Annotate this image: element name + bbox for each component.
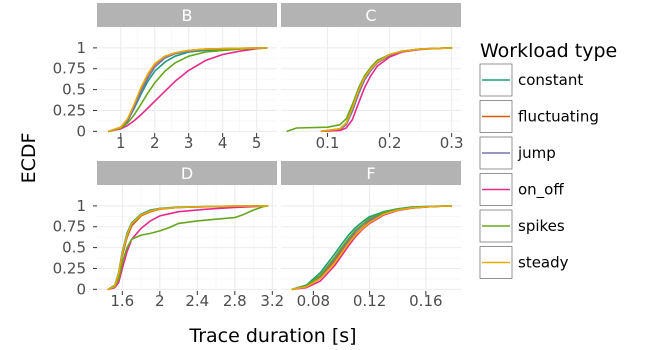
legend-item-steady: steady xyxy=(479,246,569,279)
y-tick-label: 0.25 xyxy=(53,259,86,277)
x-tick-label: 0.3 xyxy=(440,134,464,152)
facet-panel-B: B 1 2 3 4 5 xyxy=(97,3,277,152)
x-tick-label: 0.1 xyxy=(316,134,340,152)
x-tick-label: 5 xyxy=(252,134,262,152)
facet-strip xyxy=(281,161,461,185)
y-tick-label: 1 xyxy=(76,39,86,57)
facet-strip xyxy=(97,3,277,27)
facet-panels: B 1 2 3 4 5 C 0.1 0.2 0.3 D 1.6 2 2.4 2.8 3.2 F 0.08 0.12 0… xyxy=(97,3,464,310)
y-tick-label: 0.25 xyxy=(53,101,86,119)
x-tick-label: 2 xyxy=(155,292,165,310)
facet-panel-D: D 1.6 2 2.4 2.8 3.2 xyxy=(97,161,284,310)
x-tick-label: 0.12 xyxy=(353,292,386,310)
facet-strip-label: C xyxy=(365,6,376,25)
panel-background xyxy=(281,185,461,291)
facet-strip-label: F xyxy=(366,164,375,183)
y-tick-label: 1 xyxy=(76,197,86,215)
x-tick-label: 1 xyxy=(116,134,126,152)
facet-strip xyxy=(97,161,277,185)
series-line-on_off xyxy=(107,205,269,291)
facet-panel-F: F 0.08 0.12 0.16 xyxy=(281,161,461,310)
series-line-spikes xyxy=(107,205,269,291)
facet-panel-C: C 0.1 0.2 0.3 xyxy=(281,3,464,152)
series-line-spikes xyxy=(108,47,268,133)
x-tick-label: 3 xyxy=(184,134,194,152)
x-tick-label: 1.6 xyxy=(110,292,134,310)
y-tick-label: 0.5 xyxy=(62,239,86,257)
legend-item-fluctuating: fluctuating xyxy=(479,100,599,133)
legend-item-constant: constant xyxy=(479,63,583,97)
legend: Workload type constant fluctuating jump on_… xyxy=(479,40,617,279)
x-tick-label: 3.2 xyxy=(260,292,284,310)
series-line-steady xyxy=(108,47,268,133)
legend-label: spikes xyxy=(518,217,565,235)
series-line-steady xyxy=(320,47,453,133)
x-tick-label: 0.16 xyxy=(409,292,442,310)
y-tick-label: 0.75 xyxy=(53,218,86,236)
legend-label: fluctuating xyxy=(518,108,599,126)
x-axis-title: Trace duration [s] xyxy=(188,325,356,347)
y-tick-label: 0 xyxy=(76,280,86,298)
series-line-steady xyxy=(291,205,452,291)
x-tick-label: 2.4 xyxy=(185,292,209,310)
legend-label: on_off xyxy=(518,181,564,200)
facet-strip-label: B xyxy=(182,6,193,25)
y-tick-label: 0 xyxy=(76,122,86,140)
series-line-on_off xyxy=(108,47,268,133)
facet-strip xyxy=(281,3,461,27)
x-tick-label: 2 xyxy=(150,134,160,152)
legend-label: constant xyxy=(518,71,583,89)
legend-item-spikes: spikes xyxy=(479,209,565,243)
y-tick-label: 0.5 xyxy=(62,81,86,99)
x-tick-label: 2.8 xyxy=(223,292,247,310)
series-line-steady xyxy=(107,205,269,291)
y-axes: 0 0.25 0.5 0.75 1 0 0.25 0.5 0.75 1 xyxy=(53,39,97,298)
y-axis-title: ECDF xyxy=(18,133,40,184)
x-tick-label: 0.08 xyxy=(297,292,330,310)
panel-background xyxy=(97,27,277,133)
facet-strip-label: D xyxy=(181,164,193,183)
x-tick-label: 4 xyxy=(218,134,228,152)
panel-background xyxy=(97,185,277,291)
legend-label: steady xyxy=(518,254,569,272)
panel-background xyxy=(281,27,461,133)
legend-item-on_off: on_off xyxy=(479,173,564,206)
legend-label: jump xyxy=(517,144,556,162)
y-tick-label: 0.75 xyxy=(53,60,86,78)
legend-title: Workload type xyxy=(480,40,617,62)
x-tick-label: 0.2 xyxy=(378,134,402,152)
legend-item-jump: jump xyxy=(479,136,556,170)
